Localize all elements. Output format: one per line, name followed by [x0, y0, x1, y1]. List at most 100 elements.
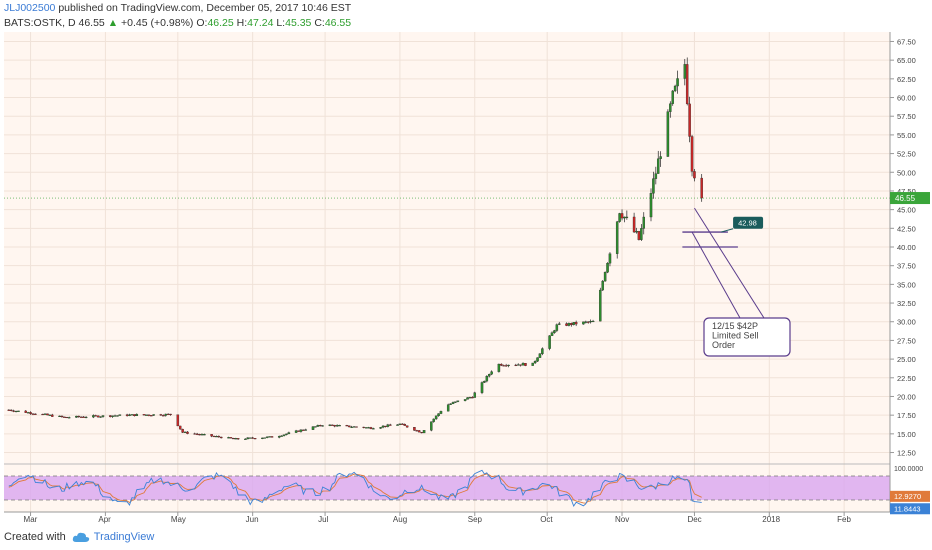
candle: [507, 364, 510, 366]
price-tick-label: 47.50: [897, 187, 916, 196]
candle: [601, 280, 604, 291]
candle: [34, 413, 37, 415]
candle: [244, 438, 247, 440]
author-link[interactable]: JLJ002500: [4, 2, 56, 14]
candle: [14, 410, 18, 413]
stochastic-panel[interactable]: [4, 463, 890, 507]
candle: [200, 434, 204, 436]
candle: [51, 414, 54, 417]
candle: [432, 418, 435, 422]
candle: [251, 437, 254, 439]
candle: [31, 413, 35, 415]
candles: [7, 57, 703, 440]
tradingview-logo[interactable]: TradingView: [72, 531, 154, 543]
stochastic-value-badge: [890, 490, 930, 502]
candle: [246, 437, 250, 440]
price-tick-label: 15.00: [897, 430, 916, 439]
candle: [316, 425, 320, 427]
price-tick-label: 20.00: [897, 392, 916, 401]
candle: [345, 425, 349, 427]
candle: [335, 425, 339, 427]
chart-background: [4, 32, 890, 512]
candle: [181, 428, 184, 433]
candle: [625, 216, 629, 218]
price-tick-label: 17.50: [897, 411, 916, 420]
candle: [490, 371, 493, 375]
candle: [65, 416, 69, 419]
current-price-label: 46.55: [895, 194, 916, 203]
candle: [420, 431, 423, 434]
candle: [384, 425, 387, 427]
candle: [688, 103, 691, 137]
candle: [417, 430, 421, 433]
stochastic-d-line: [8, 473, 702, 504]
candle: [381, 425, 385, 428]
time-tick-label: 2018: [762, 515, 780, 524]
stochastic-k-line: [8, 469, 702, 507]
tradingview-cloud-icon: [72, 532, 89, 542]
candle: [261, 437, 264, 439]
candle: [24, 410, 27, 413]
candle: [82, 416, 85, 418]
candle: [229, 437, 233, 439]
candle: [26, 412, 30, 414]
candle: [311, 426, 315, 430]
candle: [280, 435, 283, 437]
candle: [485, 376, 489, 382]
candle: [586, 321, 590, 323]
candle: [352, 426, 356, 428]
candle: [118, 414, 122, 416]
candle: [80, 416, 83, 418]
annotation-text: Order: [712, 340, 735, 350]
time-tick-label: Apr: [98, 515, 111, 524]
candle: [198, 434, 201, 436]
candle: [430, 421, 433, 431]
candle: [176, 414, 180, 427]
candle: [145, 414, 148, 416]
candle: [572, 322, 575, 325]
candle: [673, 85, 677, 92]
candle: [7, 409, 11, 411]
candle: [46, 413, 49, 416]
candle: [584, 321, 588, 323]
candle: [253, 438, 257, 440]
high-label: H:: [236, 17, 248, 29]
candle: [130, 414, 134, 416]
candle: [164, 413, 167, 416]
price-axis[interactable]: 67.50 65.00 62.50 60.00 57.50 55.00 52.50 50.00…: [889, 32, 930, 515]
candle: [536, 357, 539, 362]
candle: [162, 415, 165, 417]
candle: [504, 365, 508, 367]
candle: [297, 430, 300, 432]
up-arrow-icon: ▲: [107, 17, 119, 29]
time-tick-label: Aug: [393, 515, 407, 524]
candle: [676, 78, 679, 87]
time-tick-label: Nov: [615, 515, 629, 524]
stochastic-value-badge: [890, 503, 930, 515]
candle: [58, 415, 61, 417]
candle: [683, 64, 687, 79]
candle: [524, 363, 527, 366]
candle: [574, 322, 578, 325]
time-axis[interactable]: Mar Apr May Jun Jul Aug Sep Oct Nov Dec 2018 Feb: [4, 511, 890, 524]
candle: [94, 415, 97, 417]
price-tick-label: 67.50: [897, 37, 916, 46]
candle: [227, 437, 230, 439]
candle: [434, 415, 438, 420]
price-tick-label: 27.50: [897, 336, 916, 345]
candle: [215, 436, 218, 438]
low-label: L:: [276, 17, 286, 29]
price-tick-label: 52.50: [897, 150, 916, 159]
candle: [654, 173, 658, 179]
candle: [656, 158, 660, 174]
candle: [589, 320, 592, 323]
candle: [294, 430, 298, 433]
candle: [302, 429, 305, 431]
price-tick-label: 22.50: [897, 374, 916, 383]
price-tick-label: 45.00: [897, 206, 916, 215]
price-change: +0.45 (+0.98%): [121, 17, 194, 29]
candle: [48, 414, 52, 416]
candle: [116, 415, 119, 417]
candle: [483, 380, 486, 383]
